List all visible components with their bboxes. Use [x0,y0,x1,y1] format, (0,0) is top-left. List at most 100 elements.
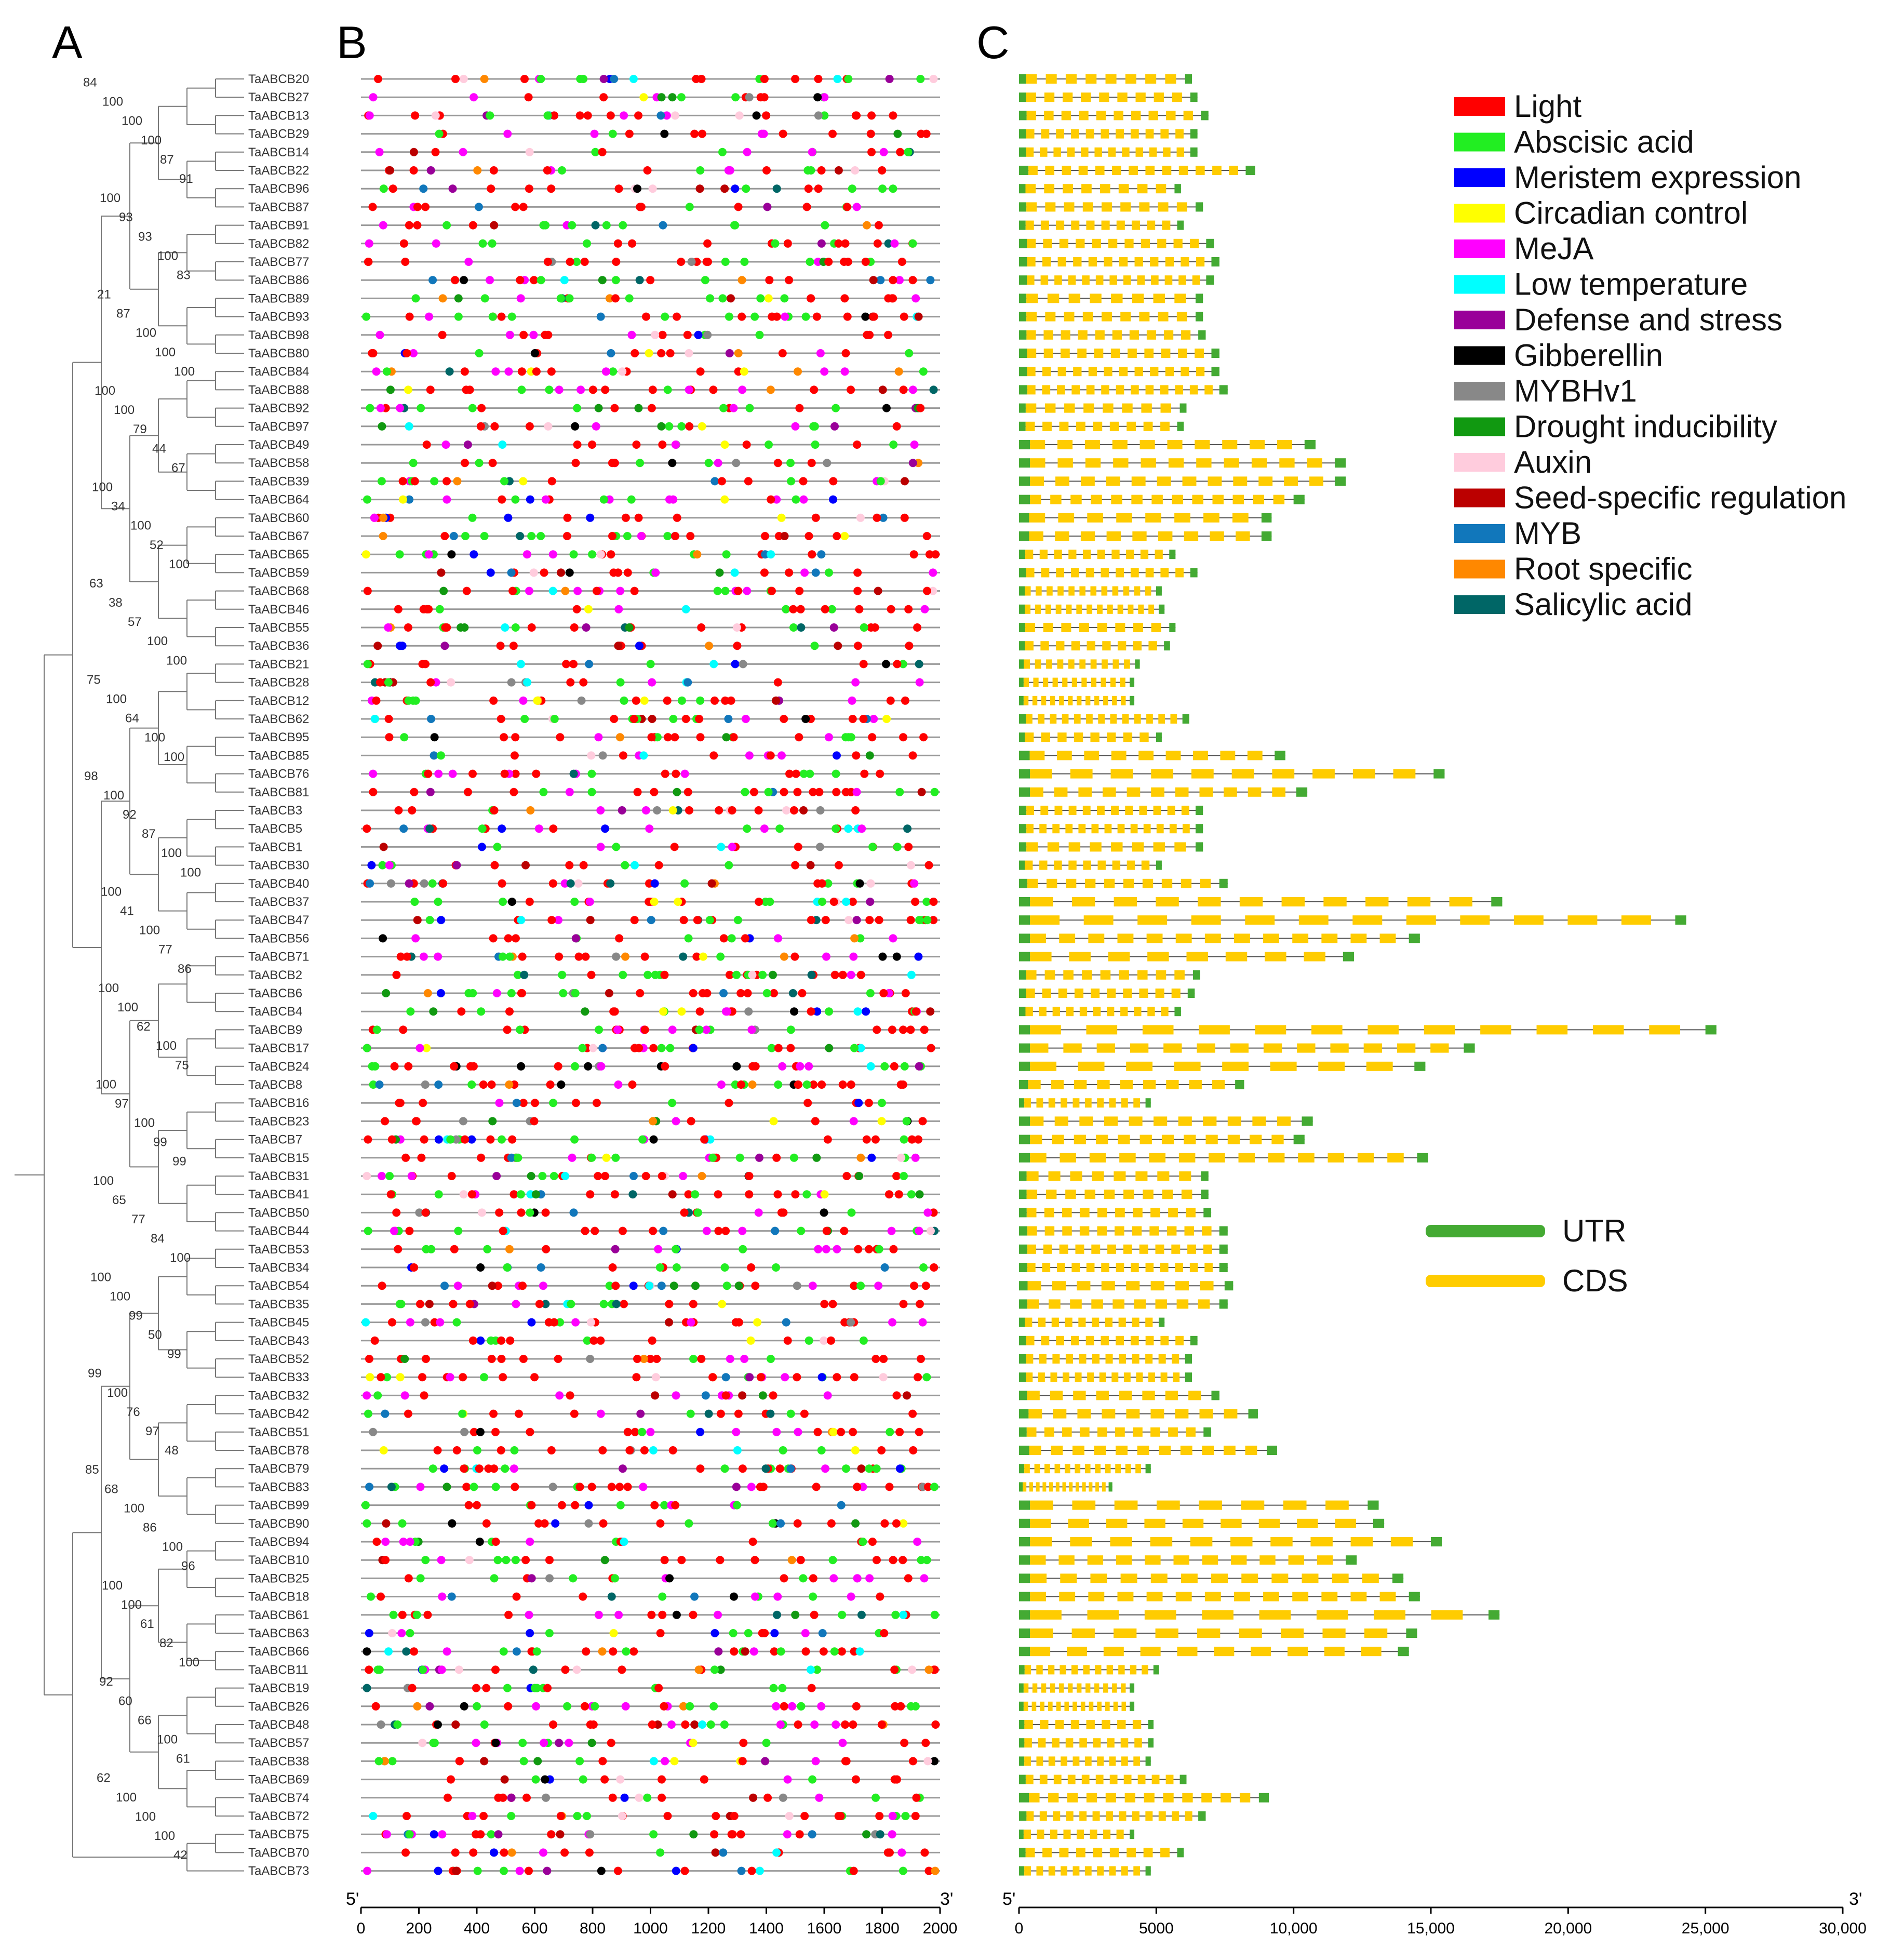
cis-element [404,696,413,705]
cds-block [1182,476,1197,486]
legend-label: MYB [1514,516,1581,551]
cis-element [365,1483,374,1491]
cis-element [914,312,923,321]
cis-element [525,148,534,156]
cis-element [448,184,457,193]
cis-element [719,404,728,412]
cds-block [1156,970,1166,980]
cds-block [1078,787,1092,797]
cds-block [1162,166,1172,175]
panel-label-a: A [52,17,83,68]
utr-block [1019,842,1027,852]
cds-block [1513,915,1544,925]
cds-block [1080,1701,1085,1711]
cis-element [370,715,379,723]
cds-block [1139,202,1150,212]
cis-element [690,129,699,138]
cds-block [1036,1866,1043,1876]
cds-block [1106,476,1120,486]
cis-element [591,221,600,230]
cis-element [545,1556,554,1565]
cis-element [915,660,923,669]
utr-block [1019,1427,1027,1437]
legend-swatch [1454,488,1505,508]
cds-block [1144,349,1154,358]
cis-element [732,1427,741,1436]
cis-element [457,1007,466,1016]
cis-element [900,477,909,486]
utr-block [1019,933,1030,943]
cds-block [1121,1701,1127,1711]
cds-block [1044,1464,1050,1474]
cds-block [1025,1774,1034,1784]
cis-element [430,751,438,760]
cds-block [1023,1701,1028,1711]
cds-block [1116,1336,1124,1345]
cis-element [762,166,771,175]
legend-label: Gibberellin [1514,338,1663,373]
cis-element [876,477,885,486]
cis-element [491,1739,500,1747]
cis-element [843,203,852,211]
cis-element [640,696,649,705]
cds-block [1039,1811,1047,1821]
cis-element [363,1647,371,1656]
cds-block [1065,824,1073,834]
cds-block [1105,1317,1113,1327]
utr-block [1464,1043,1475,1053]
cis-element [425,824,434,833]
cis-element [582,1812,591,1820]
cis-element [767,495,775,504]
axis-c-tick-label: 30,000 [1819,1920,1867,1937]
cis-element [897,1848,906,1857]
cis-element [885,75,894,83]
cds-block [1116,568,1124,578]
axis-b-tick-label: 1400 [749,1920,784,1937]
cds-block [1112,1683,1117,1693]
cis-element [651,1391,660,1400]
cds-block [1120,202,1131,212]
phylogenetic-tree: 8410010010087911009393100832187100100100… [15,76,244,1872]
cis-element [516,532,525,540]
cis-element [802,1080,811,1089]
cis-element [628,239,637,248]
cds-block [1110,769,1133,779]
cds-block [1078,166,1088,175]
cds-block [1104,367,1112,377]
legend-label: Light [1514,89,1581,124]
cis-element [751,1062,760,1071]
cds-block [1050,714,1057,724]
cis-element [693,1208,702,1217]
cis-element [929,1208,938,1217]
legend-label: Root specific [1514,552,1692,586]
cds-block [1139,312,1150,322]
cds-block [1179,1171,1191,1181]
cis-element [824,258,833,266]
cis-element [911,1812,920,1820]
cis-element [572,1665,581,1674]
cds-block [1094,147,1102,157]
cds-block [1203,1244,1212,1254]
cis-element [916,1355,925,1363]
cis-element [498,440,507,449]
cds-block [1025,403,1037,413]
utr-block [1019,1061,1030,1071]
cds-block [1204,385,1213,395]
cis-element [535,1300,544,1309]
utr-block [1019,1500,1030,1510]
cds-block [1089,1482,1093,1492]
support-value: 77 [158,943,172,957]
cis-element [818,898,827,906]
cis-element [580,1702,589,1711]
cis-element [491,1538,500,1546]
cds-block [1024,586,1031,596]
cis-element [615,934,624,943]
cis-element [697,623,706,632]
cis-element [368,203,377,211]
cds-block [1026,806,1035,815]
cis-element [571,1099,580,1107]
cds-block [1248,787,1262,797]
cis-element [373,1391,382,1400]
cis-element [397,1629,406,1637]
support-value: 100 [169,557,190,571]
